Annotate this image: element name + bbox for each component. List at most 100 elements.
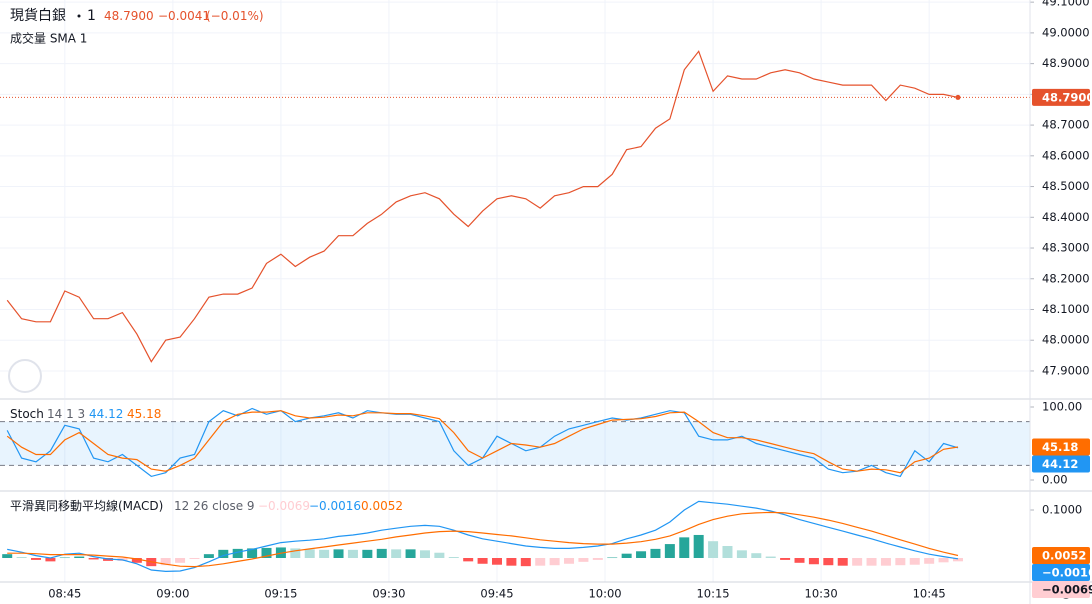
histogram-bar (751, 553, 762, 558)
histogram-bar (362, 549, 373, 558)
histogram-bar (564, 558, 575, 564)
value-tag-label: −0.0069 (1042, 583, 1092, 597)
y-tick-label: 48.7000 (1042, 118, 1090, 132)
histogram-bar (780, 558, 791, 560)
histogram-bar (578, 558, 589, 562)
histogram-bar (175, 558, 186, 563)
histogram-bar (16, 557, 27, 558)
histogram-bar (708, 541, 719, 558)
stoch-title: Stoch (10, 407, 44, 421)
value-tag-label: −0.0016 (1042, 566, 1092, 580)
series-line (7, 511, 959, 568)
x-tick-label: 09:15 (264, 587, 297, 601)
y-tick-label: 0.1000 (1042, 503, 1082, 517)
price-change: −0.0041 (158, 9, 210, 23)
y-tick-label: 0.00 (1042, 473, 1068, 487)
histogram-bar (506, 558, 517, 566)
macd-params: 12 26 close 9 (174, 499, 255, 513)
price-change-pct: (−0.01%) (206, 9, 264, 23)
value-tag (1032, 547, 1090, 565)
volume-legend: 成交量 SMA 1 (10, 31, 87, 46)
y-tick-label: 48.3000 (1042, 241, 1090, 255)
y-tick-label: 48.9000 (1042, 56, 1090, 70)
marks-layer (0, 50, 1030, 573)
histogram-bar (333, 549, 344, 558)
value-tag (1032, 88, 1090, 106)
y-tick-label: 49.0000 (1042, 25, 1090, 39)
series-line (7, 500, 959, 573)
histogram-bar (2, 554, 13, 558)
signal-value: 0.0052 (361, 499, 403, 513)
histogram-bar (419, 550, 430, 558)
tag-layer: 48.7900 45.18 44.12 0.0052 −0.0016 −0.0069 (1032, 88, 1092, 599)
histogram-bar (607, 557, 618, 559)
histogram-bar (837, 558, 848, 566)
histogram-bar (304, 549, 315, 558)
histogram-bar (131, 558, 142, 563)
histogram-bar (636, 551, 647, 558)
value-tag (1032, 564, 1090, 582)
histogram-bar (434, 552, 445, 558)
value-tag (1032, 438, 1090, 456)
histogram-bar (650, 548, 661, 558)
y-tick-label: 48.4000 (1042, 210, 1090, 224)
histogram-bar (808, 558, 819, 565)
histogram-bar (592, 558, 603, 560)
histogram-bar (765, 556, 776, 558)
histogram-bar (794, 558, 805, 563)
series-line (6, 410, 959, 474)
histogram-bar (45, 558, 56, 562)
histogram-bar (938, 558, 949, 563)
histogram-bar (722, 546, 733, 558)
x-tick-label: 09:45 (480, 587, 513, 601)
histogram-bar (59, 557, 70, 559)
macd-title: 平滑異同移動平均線(MACD) (10, 498, 163, 513)
histogram-bar (693, 534, 704, 558)
histogram-bar (736, 550, 747, 558)
logo-badge[interactable] (8, 359, 42, 393)
histogram-bar (549, 558, 560, 566)
stoch-d-value: 45.18 (127, 407, 161, 421)
histogram-bar (477, 558, 488, 564)
value-tag-label: 45.18 (1042, 440, 1078, 454)
histogram-bar (664, 544, 675, 558)
histogram-bar (319, 549, 330, 558)
y-tick-label: 100.00 (1042, 400, 1082, 414)
histogram-bar (31, 558, 42, 560)
x-tick-label: 10:30 (805, 587, 838, 601)
histogram-bar (160, 558, 171, 566)
histogram-bar (952, 558, 963, 562)
value-tag-label: 0.0052 (1042, 549, 1086, 563)
y-tick-label: 47.9000 (1042, 363, 1090, 377)
y-tick-label: 48.2000 (1042, 271, 1090, 285)
series-line (6, 50, 959, 363)
value-tag (1032, 581, 1090, 599)
histogram-bar (448, 557, 459, 558)
histogram-bar (621, 553, 632, 558)
histogram-bar (852, 558, 863, 566)
stoch-params: 14 1 3 (47, 407, 85, 421)
histogram-bar (909, 558, 920, 565)
symbol-title: 現貨白銀 (10, 7, 66, 24)
legend-main: 現貨白銀 1 48.7900 −0.0041 (−0.01%) (10, 7, 264, 24)
histogram-bar (203, 554, 214, 558)
histogram-bar (866, 558, 877, 566)
histogram-bar (491, 558, 502, 565)
x-tick-label: 10:00 (588, 587, 621, 601)
macd-value: −0.0016 (309, 499, 361, 513)
macd-legend: 平滑異同移動平均線(MACD) 12 26 close 9 −0.0069 −0… (10, 498, 403, 513)
histogram-bar (880, 558, 891, 566)
value-tag (1032, 455, 1090, 473)
histogram-bar (261, 547, 272, 558)
histogram-bar (463, 558, 474, 562)
histogram-bar (924, 558, 935, 564)
value-tag-label: 48.7900 (1042, 90, 1092, 104)
y-tick-label: 49.1000 (1042, 0, 1090, 9)
histogram-bar (347, 549, 358, 558)
last-price: 48.7900 (104, 9, 154, 23)
y-tick-label: 48.6000 (1042, 148, 1090, 162)
y-tick-label: 48.5000 (1042, 179, 1090, 193)
stoch-legend: Stoch 14 1 3 44.12 45.18 (10, 407, 161, 421)
histogram-bar (290, 548, 301, 558)
